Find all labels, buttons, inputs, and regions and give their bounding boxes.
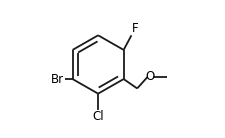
Text: Cl: Cl [92,110,104,123]
Text: O: O [145,71,154,83]
Text: F: F [132,22,138,35]
Text: Br: Br [51,73,64,86]
